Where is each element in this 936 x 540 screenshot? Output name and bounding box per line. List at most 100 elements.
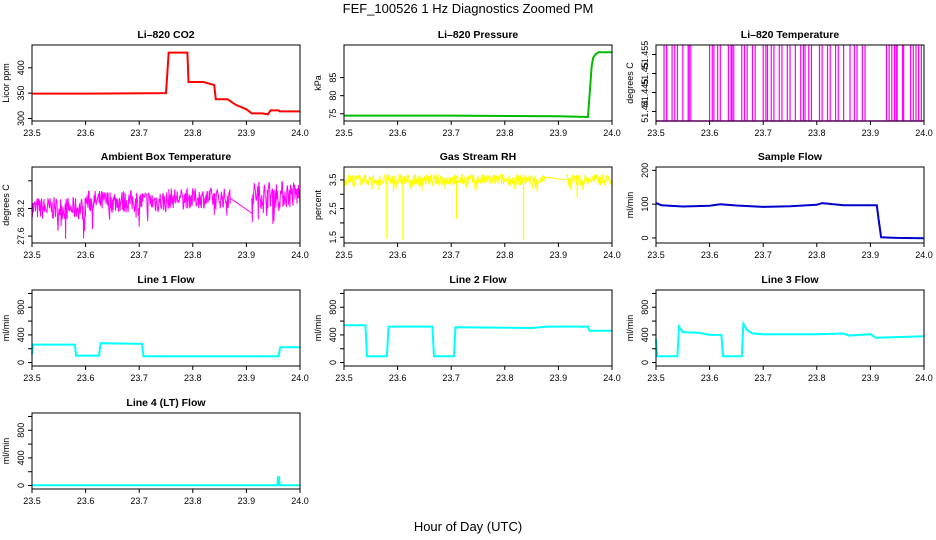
x-tick-label: 23.6 xyxy=(701,250,719,260)
y-tick-label: 2.5 xyxy=(328,202,338,215)
plot-frame xyxy=(343,166,613,244)
x-tick-label: 23.9 xyxy=(550,373,568,383)
y-tick-label: 0 xyxy=(640,235,650,240)
x-tick-label: 23.5 xyxy=(647,373,665,383)
y-tick-label: 51.45 xyxy=(640,62,650,85)
figure-x-axis-label: Hour of Day (UTC) xyxy=(414,519,522,534)
x-tick-label: 23.6 xyxy=(389,250,407,260)
chart-panel: Line 3 Flow ml/min 23.5 23.6 23.7 23.8 23.9 24.… xyxy=(625,274,933,383)
data-layer xyxy=(344,51,612,119)
y-tick-label: 0 xyxy=(16,360,26,365)
x-tick-label: 23.9 xyxy=(238,373,256,383)
x-tick-label: 23.5 xyxy=(23,496,41,506)
x-tick-label: 23.9 xyxy=(862,128,880,138)
series-line xyxy=(344,324,612,358)
x-tick-label: 23.5 xyxy=(335,373,353,383)
x-tick-label: 24.0 xyxy=(291,373,309,383)
plot-frame xyxy=(31,44,301,122)
x-tick-label: 23.8 xyxy=(184,496,202,506)
x-tick-label: 23.6 xyxy=(389,128,407,138)
plot-frame xyxy=(343,44,613,122)
x-tick-label: 23.7 xyxy=(130,128,148,138)
series-line xyxy=(655,320,925,358)
y-tick-label: 1.5 xyxy=(328,231,338,244)
series-line xyxy=(32,476,300,487)
x-tick-label: 23.9 xyxy=(550,250,568,260)
chart-panel: Gas Stream RH percent 23.5 23.6 23.7 23.8 23.9… xyxy=(313,151,621,260)
x-tick-label: 23.6 xyxy=(77,250,95,260)
y-tick-label: 100 xyxy=(640,197,650,212)
y-tick-label: 0 xyxy=(16,483,26,488)
y-tick-label: 400 xyxy=(328,327,338,342)
x-tick-label: 23.7 xyxy=(442,373,460,383)
x-tick-label: 23.8 xyxy=(184,128,202,138)
x-tick-label: 23.8 xyxy=(808,373,826,383)
panel-title: Sample Flow xyxy=(758,151,823,163)
y-tick-label: 350 xyxy=(16,86,26,101)
y-tick-label: 51.44 xyxy=(640,100,650,123)
series-noise xyxy=(31,196,87,239)
plot-frame xyxy=(655,289,925,367)
x-tick-label: 23.7 xyxy=(754,250,772,260)
x-tick-label: 23.5 xyxy=(23,250,41,260)
panel-title: Gas Stream RH xyxy=(440,151,516,163)
panel-title: Line 2 Flow xyxy=(449,274,507,286)
x-tick-label: 23.7 xyxy=(442,250,460,260)
chart-panel: Li–820 Pressure kPa 23.5 23.6 23.7 23.8 23.9 24… xyxy=(313,29,621,138)
y-axis-label: ml/min xyxy=(313,315,323,342)
chart-panel: Line 2 Flow ml/min 23.5 23.6 23.7 23.8 23.9 24.… xyxy=(313,274,621,383)
panel-title: Line 4 (LT) Flow xyxy=(126,397,206,409)
y-axis-label: percent xyxy=(313,189,323,220)
y-tick-label: 400 xyxy=(16,60,26,75)
y-axis-label: ml/min xyxy=(1,315,11,342)
y-tick-label: 85 xyxy=(328,73,338,83)
y-axis-label: ml/min xyxy=(1,438,11,465)
y-tick-label: 0 xyxy=(640,360,650,365)
x-tick-label: 24.0 xyxy=(603,373,621,383)
data-layer xyxy=(31,181,301,239)
x-tick-label: 23.8 xyxy=(808,128,826,138)
plot-frame xyxy=(31,166,301,244)
x-tick-label: 23.6 xyxy=(77,128,95,138)
series-noise xyxy=(565,173,613,191)
x-tick-label: 24.0 xyxy=(915,250,933,260)
x-tick-label: 23.9 xyxy=(550,128,568,138)
y-tick-label: 400 xyxy=(640,327,650,342)
x-tick-label: 23.5 xyxy=(647,250,665,260)
data-layer xyxy=(32,476,300,487)
series-noise xyxy=(343,172,546,193)
y-axis-label: Licor ppm xyxy=(1,63,11,103)
x-tick-label: 23.5 xyxy=(335,250,353,260)
figure-title: FEF_100526 1 Hz Diagnostics Zoomed PM xyxy=(343,1,594,16)
plot-frame xyxy=(31,289,301,367)
x-tick-label: 24.0 xyxy=(291,128,309,138)
y-tick-label: 28.2 xyxy=(16,200,26,218)
x-tick-label: 24.0 xyxy=(603,128,621,138)
y-tick-label: 400 xyxy=(16,450,26,465)
plot-frame xyxy=(31,412,301,490)
x-tick-label: 23.5 xyxy=(23,373,41,383)
x-tick-label: 23.5 xyxy=(335,128,353,138)
chart-panel: Li–820 Temperature degrees C 23.5 23.6 23.7 2… xyxy=(625,29,933,138)
x-tick-label: 23.5 xyxy=(647,128,665,138)
x-tick-label: 23.8 xyxy=(496,373,514,383)
panel-grid: Li–820 CO2 Licor ppm 23.5 23.6 23.7 23.8 23.9 2… xyxy=(1,29,933,506)
x-tick-label: 23.9 xyxy=(238,250,256,260)
x-tick-label: 24.0 xyxy=(915,373,933,383)
x-tick-label: 23.6 xyxy=(77,373,95,383)
x-tick-label: 24.0 xyxy=(915,128,933,138)
chart-panel: Sample Flow ml/min 23.5 23.6 23.7 23.8 23.9 24.… xyxy=(625,151,933,260)
data-layer xyxy=(656,45,924,122)
y-tick-label: 800 xyxy=(640,300,650,315)
x-tick-label: 24.0 xyxy=(291,250,309,260)
y-tick-label: 3.5 xyxy=(328,174,338,187)
data-layer xyxy=(655,202,925,240)
y-axis-label: degrees C xyxy=(625,62,635,104)
series-noise xyxy=(168,187,231,216)
chart-panel: Line 1 Flow ml/min 23.5 23.6 23.7 23.8 23.9 24.… xyxy=(1,274,309,383)
x-tick-label: 23.8 xyxy=(496,250,514,260)
x-tick-label: 24.0 xyxy=(603,250,621,260)
data-layer xyxy=(655,320,925,358)
x-tick-label: 23.7 xyxy=(130,496,148,506)
